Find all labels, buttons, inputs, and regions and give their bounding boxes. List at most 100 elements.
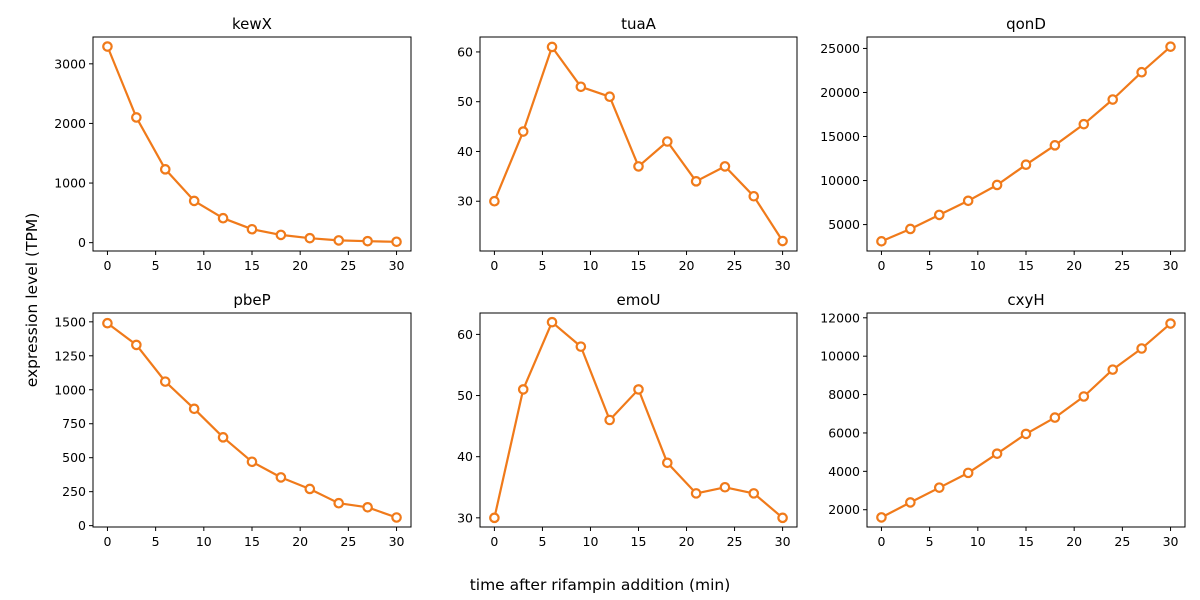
y-axis-label: expression level (TPM) bbox=[23, 213, 41, 388]
y-tick-label: 1500 bbox=[54, 314, 86, 329]
data-point bbox=[333, 497, 345, 509]
series-line bbox=[106, 322, 397, 519]
panel-title: kewX bbox=[232, 15, 272, 33]
x-tick-label: 25 bbox=[727, 534, 743, 549]
panel-emoU: emoU 0 5 10 15 20 25 30 30 40 50 60 bbox=[457, 291, 798, 549]
x-tick-label: 10 bbox=[583, 258, 599, 273]
data-point bbox=[188, 195, 200, 207]
data-point bbox=[962, 195, 974, 207]
panel-cxyH: cxyH 0 5 10 15 20 25 30 2000 4000 6000 8000 10000 120… bbox=[820, 291, 1186, 549]
data-point bbox=[102, 317, 113, 329]
y-tick-label: 1000 bbox=[54, 382, 86, 397]
data-point bbox=[991, 179, 1003, 191]
data-point bbox=[933, 482, 945, 493]
y-tick-label: 15000 bbox=[820, 129, 860, 144]
x-tick-label: 5 bbox=[926, 534, 934, 549]
x-axis-label: time after rifampin addition (min) bbox=[470, 576, 731, 594]
y-tick-label: 250 bbox=[62, 484, 86, 499]
data-point bbox=[489, 512, 500, 524]
y-tick-label: 500 bbox=[62, 450, 86, 465]
data-point bbox=[1049, 412, 1061, 423]
data-point bbox=[131, 339, 142, 351]
x-tick-label: 10 bbox=[970, 534, 986, 549]
data-point bbox=[246, 456, 258, 468]
y-tick-label: 50 bbox=[457, 94, 473, 109]
x-tick-label: 20 bbox=[1066, 534, 1082, 549]
series-line bbox=[493, 321, 784, 519]
x-tick-label: 25 bbox=[727, 258, 743, 273]
data-point bbox=[933, 209, 945, 221]
data-point bbox=[905, 497, 916, 508]
data-point bbox=[777, 235, 788, 247]
data-point bbox=[131, 112, 142, 123]
x-tick-label: 15 bbox=[1018, 258, 1034, 273]
x-tick-label: 25 bbox=[1114, 258, 1130, 273]
data-point bbox=[575, 341, 587, 352]
y-tick-label: 0 bbox=[78, 235, 86, 250]
x-tick-label: 15 bbox=[244, 534, 260, 549]
y-tick-label: 12000 bbox=[820, 310, 860, 325]
data-point bbox=[690, 176, 702, 187]
x-tick-label: 15 bbox=[244, 258, 260, 273]
data-point bbox=[748, 488, 760, 499]
y-tick-label: 1000 bbox=[54, 176, 86, 191]
x-tick-label: 20 bbox=[679, 534, 695, 549]
data-point bbox=[1136, 66, 1147, 78]
y-tick-label: 30 bbox=[457, 510, 473, 525]
data-point bbox=[1107, 364, 1119, 375]
data-point bbox=[517, 126, 529, 137]
panel-title: cxyH bbox=[1007, 291, 1044, 309]
data-point bbox=[159, 376, 171, 387]
y-tick-label: 10000 bbox=[820, 349, 860, 364]
x-tick-label: 5 bbox=[538, 534, 546, 549]
data-point bbox=[489, 195, 500, 207]
plot-frame bbox=[866, 312, 1186, 528]
panel-title: pbeP bbox=[233, 291, 270, 309]
x-tick-label: 15 bbox=[631, 258, 647, 273]
data-point bbox=[905, 223, 916, 235]
x-tick-label: 5 bbox=[152, 534, 160, 549]
x-tick-label: 10 bbox=[196, 534, 212, 549]
y-tick-label: 2000 bbox=[54, 116, 86, 131]
data-point bbox=[690, 488, 702, 499]
data-point bbox=[517, 384, 529, 395]
data-point bbox=[962, 467, 974, 479]
panel-title: qonD bbox=[1006, 15, 1046, 33]
x-tick-label: 20 bbox=[292, 534, 308, 549]
x-tick-label: 0 bbox=[103, 258, 111, 273]
plot-frame bbox=[479, 36, 798, 252]
panel-qonD: qonD 0 5 10 15 20 25 30 5000 10000 15000 20000 25000 bbox=[820, 15, 1186, 273]
data-point bbox=[1049, 140, 1061, 151]
data-point bbox=[1078, 118, 1090, 130]
data-point bbox=[546, 41, 558, 53]
panel-title: emoU bbox=[617, 291, 661, 309]
y-tick-label: 10000 bbox=[820, 173, 860, 188]
x-tick-label: 30 bbox=[389, 258, 405, 273]
y-tick-label: 8000 bbox=[828, 387, 860, 402]
panel-title: tuaA bbox=[621, 15, 657, 33]
data-point bbox=[604, 414, 615, 426]
data-point bbox=[188, 403, 200, 415]
y-tick-label: 25000 bbox=[820, 41, 860, 56]
data-point bbox=[1165, 41, 1176, 52]
y-tick-label: 6000 bbox=[828, 425, 860, 440]
data-point bbox=[662, 457, 673, 469]
y-tick-label: 5000 bbox=[828, 217, 860, 232]
data-point bbox=[719, 481, 731, 493]
x-tick-label: 30 bbox=[775, 258, 791, 273]
y-tick-label: 60 bbox=[457, 327, 473, 342]
x-tick-label: 0 bbox=[877, 258, 885, 273]
y-tick-label: 60 bbox=[457, 44, 473, 59]
x-tick-label: 5 bbox=[152, 258, 160, 273]
data-point bbox=[1107, 94, 1119, 105]
series-line bbox=[880, 322, 1172, 519]
data-point bbox=[1020, 159, 1032, 170]
data-point bbox=[1020, 428, 1032, 440]
data-point bbox=[1165, 318, 1176, 329]
x-tick-label: 25 bbox=[1114, 534, 1130, 549]
data-point bbox=[546, 316, 558, 328]
x-tick-label: 25 bbox=[340, 258, 356, 273]
series-line bbox=[493, 45, 784, 242]
